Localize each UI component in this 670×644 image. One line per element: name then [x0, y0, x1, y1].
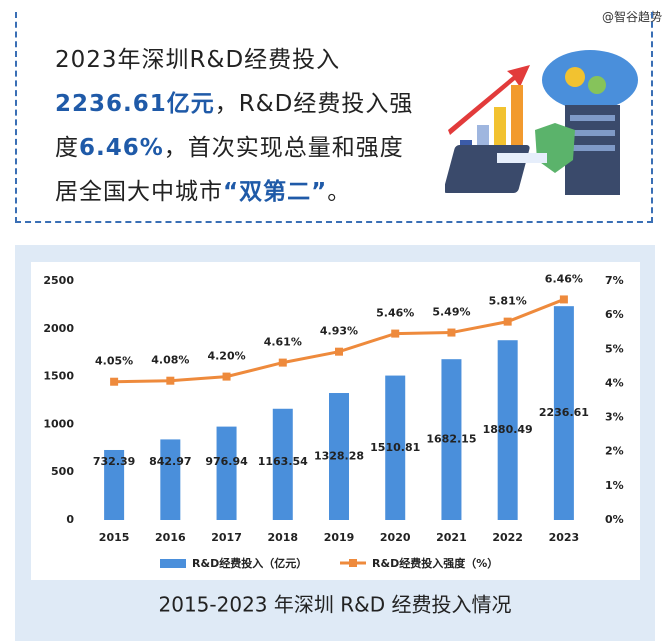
- bar-value-label: 842.97: [149, 455, 191, 468]
- legend-label: R&D经费投入强度（%）: [372, 556, 498, 570]
- bar: [497, 340, 518, 520]
- line-marker: [447, 328, 456, 337]
- line-marker: [503, 317, 512, 326]
- x-tick-label: 2020: [380, 531, 411, 544]
- bar-value-label: 1682.15: [426, 433, 476, 446]
- intro-highlight: 2236.61亿元: [55, 91, 215, 117]
- bar-value-label: 2236.61: [539, 406, 589, 419]
- y-tick-label: 1000: [43, 417, 74, 430]
- line-value-label: 4.08%: [151, 354, 189, 367]
- line-value-label: 5.49%: [432, 306, 470, 319]
- y-tick-label: 2000: [43, 322, 74, 335]
- line-marker: [278, 358, 287, 367]
- line-marker: [335, 347, 343, 356]
- x-tick-label: 2015: [99, 531, 130, 544]
- legend-swatch: [349, 559, 357, 567]
- watermark: @智谷趋势: [601, 10, 662, 24]
- y2-tick-label: 2%: [605, 445, 624, 458]
- x-tick-label: 2018: [267, 531, 298, 544]
- y2-tick-label: 7%: [605, 274, 624, 287]
- y-tick-label: 1500: [43, 370, 74, 383]
- bar: [272, 408, 293, 520]
- bar-value-label: 1163.54: [258, 455, 308, 468]
- y2-tick-label: 3%: [605, 411, 624, 424]
- bar-value-label: 732.39: [93, 455, 135, 468]
- line-value-label: 5.46%: [376, 307, 414, 320]
- x-tick-label: 2023: [549, 531, 580, 544]
- y2-tick-label: 6%: [605, 308, 624, 321]
- line-value-label: 4.20%: [207, 350, 245, 363]
- x-tick-label: 2016: [155, 531, 186, 544]
- y-tick-label: 500: [51, 465, 74, 478]
- y-tick-label: 2500: [43, 274, 74, 287]
- line-value-label: 4.05%: [95, 355, 133, 368]
- intro-segment: ，首次实现总量和强度居全国大中城市: [55, 135, 404, 205]
- bar: [441, 359, 462, 520]
- bar-value-label: 1510.81: [370, 441, 420, 454]
- y-tick-label: 0: [66, 513, 74, 526]
- y2-tick-label: 0%: [605, 513, 624, 526]
- x-tick-label: 2021: [436, 531, 467, 544]
- x-tick-label: 2017: [211, 531, 242, 544]
- bar: [553, 306, 574, 520]
- intro-segment: 2023年深圳R&D经费投入: [55, 47, 341, 73]
- line-value-label: 6.46%: [545, 272, 583, 285]
- y2-tick-label: 1%: [605, 479, 624, 492]
- bar-value-label: 976.94: [205, 455, 248, 468]
- bar: [385, 375, 406, 520]
- intro-box: [15, 12, 653, 223]
- intro-highlight: “双第二”: [223, 179, 328, 205]
- line-value-label: 4.93%: [320, 325, 358, 338]
- y2-tick-label: 5%: [605, 342, 624, 355]
- bar-value-label: 1880.49: [483, 423, 533, 436]
- intro-highlight: 6.46%: [79, 135, 164, 161]
- line-value-label: 5.81%: [489, 295, 527, 308]
- line-value-label: 4.61%: [264, 336, 302, 349]
- intro-text: 2023年深圳R&D经费投入 2236.61亿元，R&D经费投入强度6.46%，首…: [55, 38, 417, 214]
- chart-title: 2015-2023 年深圳 R&D 经费投入情况: [159, 593, 512, 617]
- intro-segment: 。: [327, 179, 352, 205]
- line-marker: [559, 295, 568, 304]
- bar: [160, 439, 181, 520]
- bar: [216, 426, 237, 520]
- bar: [104, 449, 125, 520]
- line-marker: [222, 372, 231, 381]
- line-marker: [391, 329, 400, 338]
- line-marker: [166, 376, 175, 385]
- y2-tick-label: 4%: [605, 376, 624, 389]
- x-tick-label: 2022: [492, 531, 523, 544]
- legend-label: R&D经费投入（亿元）: [192, 556, 307, 570]
- x-tick-label: 2019: [324, 531, 355, 544]
- illustration: [445, 50, 638, 195]
- bar: [329, 393, 349, 520]
- bar-value-label: 1328.28: [314, 450, 364, 463]
- legend-swatch: [160, 559, 186, 568]
- line-marker: [110, 377, 119, 386]
- intro-segment: ，R&D经费投入强度: [55, 91, 414, 161]
